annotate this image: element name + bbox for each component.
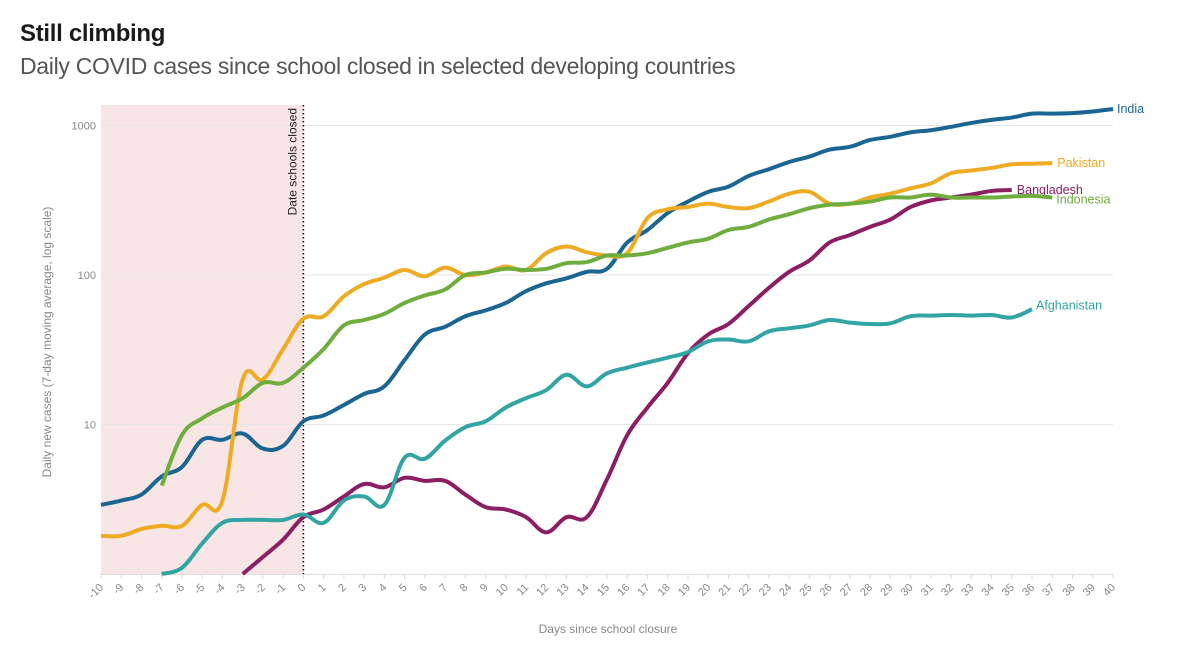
x-tick-label: 38 — [1060, 582, 1077, 599]
x-tick-label: 9 — [478, 582, 491, 595]
x-tick-label: -4 — [212, 582, 227, 597]
x-tick-label: 4 — [377, 582, 390, 595]
x-tick-label: 33 — [959, 582, 976, 599]
x-tick-label: -6 — [172, 582, 187, 597]
x-tick-label: 5 — [397, 582, 410, 595]
gridlines — [101, 125, 1113, 425]
x-tick-label: -3 — [232, 582, 247, 597]
x-tick-label: 14 — [575, 582, 592, 599]
x-tick-label: 29 — [878, 582, 895, 599]
x-tick-label: -1 — [273, 582, 288, 597]
chart-title: Still climbing — [20, 20, 166, 47]
y-tick-label: 1000 — [72, 121, 96, 133]
x-tick-label: 30 — [899, 582, 916, 599]
x-tick-label: 21 — [716, 582, 733, 599]
series-indonesia: Indonesia — [159, 192, 1111, 487]
chart-subtitle: Daily COVID cases since school closed in… — [20, 53, 736, 79]
x-tick-label: 10 — [494, 582, 511, 599]
x-axis: -10 -9 -8 -7 -6 -5 -4 -3 -2 -1 0 1 2 3 4 5 6 7 8 9 10 11 12 13 1… — [86, 574, 1118, 601]
x-tick-label: 12 — [534, 582, 551, 599]
x-tick-label: 25 — [797, 582, 814, 599]
x-tick-label: -2 — [253, 582, 268, 597]
x-tick-label: -7 — [151, 582, 166, 597]
series-line-afghanistan — [161, 307, 1033, 576]
x-tick-label: 37 — [1040, 582, 1057, 599]
y-axis-title: Daily new cases (7-day moving average, l… — [40, 207, 54, 478]
x-tick-label: 19 — [676, 582, 693, 599]
x-tick-label: 27 — [838, 582, 855, 599]
x-tick-label: 23 — [757, 582, 774, 599]
x-tick-label: 31 — [919, 582, 936, 599]
series-label-bangladesh: Bangladesh — [1017, 183, 1083, 197]
series-label-pakistan: Pakistan — [1057, 156, 1105, 170]
x-tick-label: 2 — [336, 582, 349, 595]
x-tick-label: 39 — [1081, 582, 1098, 599]
series-line-bangladesh — [241, 188, 1012, 576]
x-tick-label: 17 — [635, 582, 652, 599]
x-tick-label: 16 — [615, 582, 632, 599]
series-india: India — [100, 102, 1144, 507]
x-tick-label: 36 — [1020, 582, 1037, 599]
series-afghanistan: Afghanistan — [161, 298, 1102, 576]
x-tick-label: -10 — [86, 582, 106, 602]
series-line-india — [100, 106, 1114, 507]
x-axis-title: Days since school closure — [539, 622, 678, 636]
x-tick-label: 11 — [515, 582, 532, 599]
annotation-layer: Date schools closed — [285, 105, 305, 574]
x-tick-label: 40 — [1101, 582, 1118, 599]
x-tick-label: 22 — [737, 582, 754, 599]
x-tick-label: 15 — [595, 582, 612, 599]
y-tick-label: 10 — [84, 420, 96, 432]
y-axis: 10 100 1000 — [72, 121, 96, 432]
series-bangladesh: Bangladesh — [241, 183, 1083, 576]
school-closure-label: Date schools closed — [285, 108, 299, 215]
x-tick-label: 7 — [437, 582, 450, 595]
x-tick-label: -8 — [131, 582, 146, 597]
x-tick-label: 6 — [417, 582, 430, 595]
x-tick-label: 18 — [656, 582, 673, 599]
x-tick-label: 24 — [777, 582, 794, 599]
series-line-indonesia — [159, 192, 1053, 487]
x-tick-label: -9 — [111, 582, 126, 597]
x-tick-label: 26 — [818, 582, 835, 599]
x-tick-label: 28 — [858, 582, 875, 599]
series-line-pakistan — [100, 161, 1053, 539]
y-tick-label: 100 — [78, 270, 96, 282]
series-label-afghanistan: Afghanistan — [1036, 298, 1102, 312]
x-tick-label: 32 — [939, 582, 956, 599]
x-tick-label: 13 — [554, 582, 571, 599]
x-tick-label: -5 — [192, 582, 207, 597]
x-tick-label: 35 — [1000, 582, 1017, 599]
x-tick-label: 1 — [316, 582, 329, 595]
x-tick-label: 20 — [696, 582, 713, 599]
x-tick-label: 3 — [356, 582, 369, 595]
x-tick-label: 8 — [458, 582, 471, 595]
series-label-india: India — [1117, 102, 1144, 116]
series-label-indonesia: Indonesia — [1056, 192, 1110, 206]
x-tick-label: 34 — [980, 582, 997, 599]
series-pakistan: Pakistan — [100, 156, 1105, 539]
x-tick-label: 0 — [296, 582, 309, 595]
